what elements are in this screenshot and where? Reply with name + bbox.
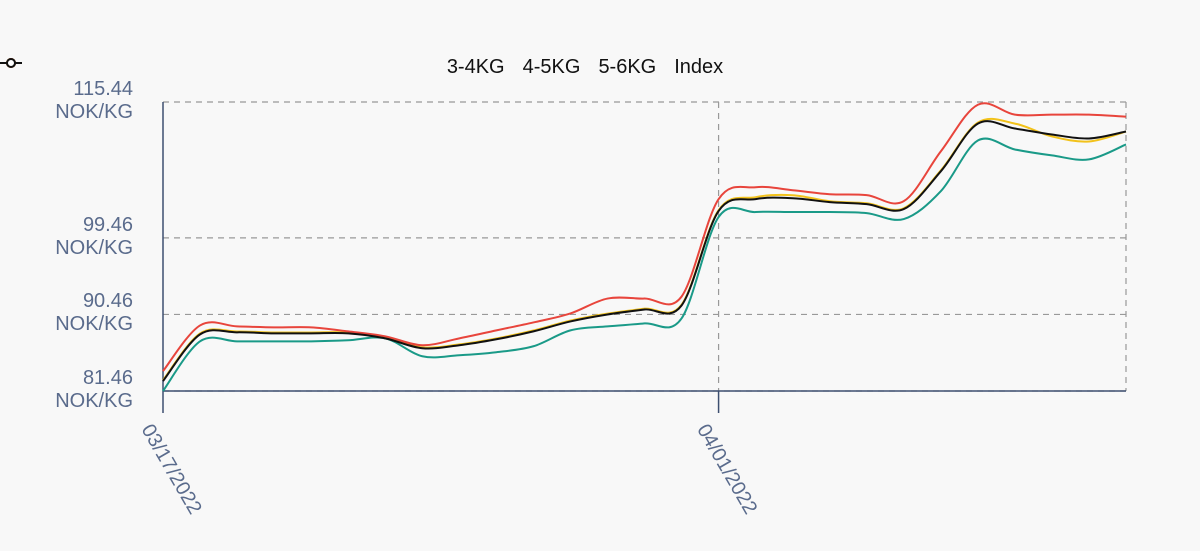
x-tick-label: 04/01/2022 [692, 421, 761, 519]
series-line [162, 137, 1127, 392]
legend-label: 4-5KG [522, 56, 581, 78]
legend-marker [0, 58, 22, 68]
y-tick-label: 115.44 NOK/KG [55, 78, 133, 123]
legend-label: 5-6KG [598, 56, 657, 78]
legend: 3-4KG 4-5KG 5-6KG Index [0, 56, 1170, 79]
legend-item: Index [0, 56, 724, 79]
legend-label: Index [674, 56, 724, 78]
y-tick-label: 99.46 NOK/KG [55, 213, 133, 259]
series-line [162, 120, 1127, 382]
y-tick-label: 81.46 NOK/KG [55, 367, 133, 412]
y-tick-label: 90.46 NOK/KG [55, 290, 133, 336]
legend-item: 5-6KG [0, 56, 657, 79]
series-line [162, 102, 1127, 372]
legend-item: 3-4KG [0, 56, 505, 79]
legend-dot [6, 58, 16, 68]
legend-label: 3-4KG [446, 56, 505, 78]
legend-item: 4-5KG [0, 56, 581, 79]
x-tick-label: 03/17/2022 [137, 421, 206, 519]
